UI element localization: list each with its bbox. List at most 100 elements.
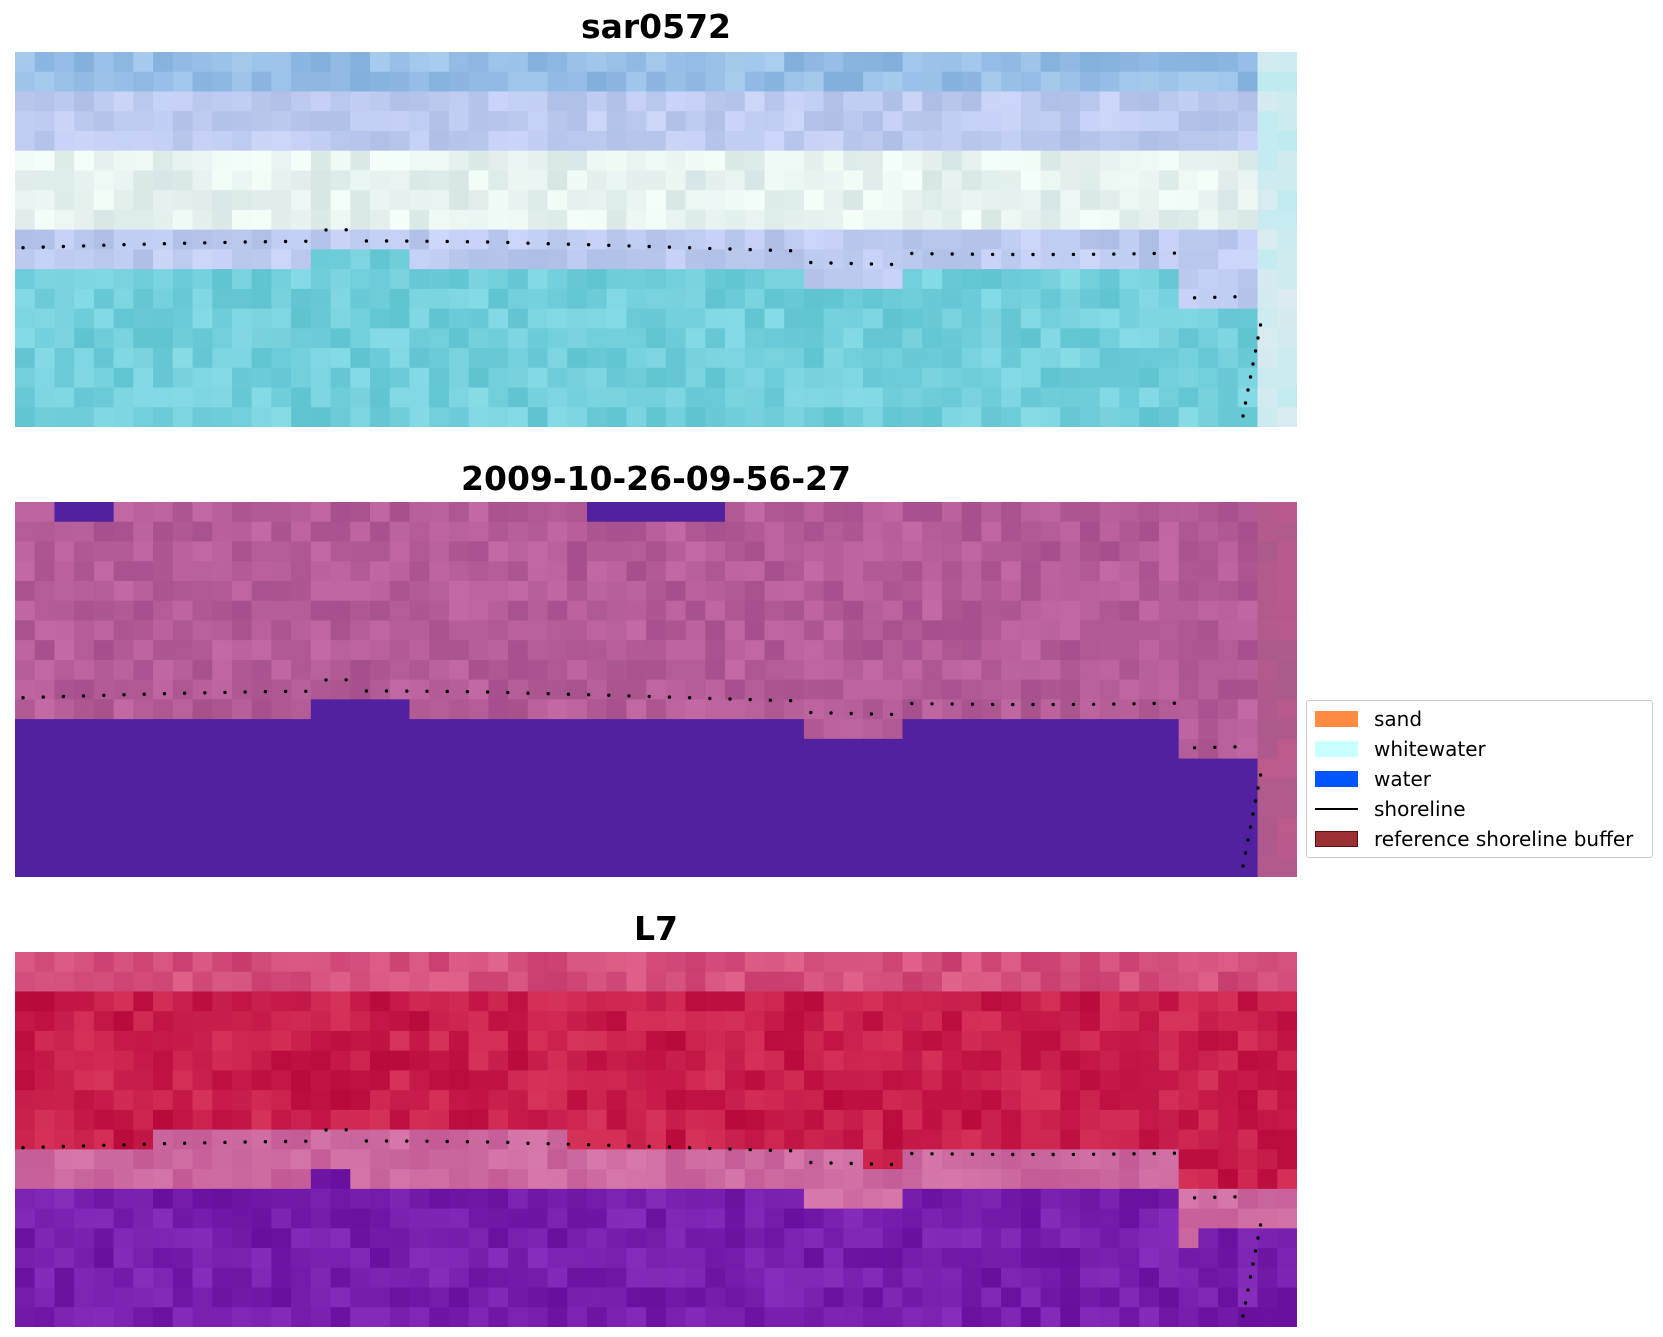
raster-pixel: [1178, 249, 1199, 270]
raster-pixel: [54, 249, 75, 270]
raster-pixel: [1001, 1267, 1022, 1289]
raster-pixel: [1001, 600, 1022, 622]
raster-pixel: [705, 600, 726, 622]
raster-pixel: [310, 288, 332, 310]
raster-pixel: [1257, 407, 1278, 427]
raster-pixel: [231, 288, 253, 310]
raster-pixel: [54, 699, 75, 720]
raster-pixel: [1257, 837, 1278, 858]
raster-pixel: [1198, 387, 1219, 408]
raster-pixel: [488, 758, 509, 779]
raster-pixel: [1158, 798, 1180, 819]
raster-pixel: [350, 367, 371, 389]
raster-pixel: [803, 1070, 825, 1091]
raster-pixel: [744, 209, 766, 231]
raster-pixel: [251, 1149, 272, 1170]
raster-pixel: [646, 719, 667, 740]
raster-pixel: [54, 502, 75, 523]
raster-pixel: [508, 758, 529, 779]
raster-pixel: [586, 971, 608, 993]
raster-pixel: [567, 778, 588, 799]
raster-pixel: [93, 521, 115, 543]
raster-pixel: [882, 1169, 904, 1190]
shoreline-point: [526, 1141, 530, 1145]
raster-pixel: [231, 952, 253, 973]
raster-pixel: [1020, 1090, 1042, 1111]
raster-pixel: [922, 991, 943, 1012]
raster-pixel: [626, 971, 647, 993]
raster-pixel: [1257, 367, 1278, 389]
raster-pixel: [488, 190, 509, 211]
raster-pixel: [1257, 1248, 1278, 1269]
raster-pixel: [34, 229, 56, 250]
raster-pixel: [54, 659, 75, 681]
shoreline-point: [889, 1162, 894, 1167]
raster-pixel: [547, 91, 568, 112]
raster-pixel: [1218, 1208, 1239, 1229]
raster-pixel: [172, 502, 194, 523]
raster-pixel: [606, 249, 628, 270]
shoreline-point: [1031, 252, 1035, 257]
raster-pixel: [863, 521, 884, 543]
raster-pixel: [725, 857, 746, 877]
raster-pixel: [468, 952, 489, 973]
raster-pixel: [725, 91, 746, 112]
raster-pixel: [54, 348, 75, 369]
raster-pixel: [1178, 817, 1199, 839]
raster-pixel: [1119, 952, 1140, 973]
raster-pixel: [330, 1030, 351, 1052]
raster-pixel: [429, 600, 450, 622]
raster-pixel: [705, 348, 726, 369]
shoreline-point: [445, 1139, 449, 1144]
raster-pixel: [1218, 719, 1239, 740]
raster-pixel: [606, 209, 628, 231]
raster-pixel: [685, 600, 706, 622]
raster-pixel: [93, 580, 115, 602]
raster-pixel: [1099, 837, 1121, 858]
raster-pixel: [231, 1129, 253, 1150]
raster-pixel: [172, 1129, 194, 1150]
raster-pixel: [567, 1129, 588, 1150]
raster-pixel: [922, 1011, 943, 1032]
raster-pixel: [15, 269, 36, 290]
raster-pixel: [843, 699, 864, 720]
raster-pixel: [665, 1267, 687, 1289]
raster-pixel: [606, 308, 628, 329]
raster-pixel: [1139, 952, 1160, 973]
raster-pixel: [1257, 561, 1278, 582]
raster-pixel: [941, 111, 963, 132]
raster-pixel: [508, 502, 529, 523]
raster-pixel: [468, 738, 489, 760]
raster-pixel: [941, 71, 963, 93]
raster-pixel: [468, 387, 489, 408]
raster-pixel: [705, 52, 726, 73]
raster-pixel: [1060, 541, 1081, 562]
raster-pixel: [1237, 1228, 1259, 1249]
raster-pixel: [527, 150, 549, 172]
raster-pixel: [1237, 130, 1259, 152]
raster-pixel: [271, 1169, 292, 1190]
raster-pixel: [626, 130, 647, 152]
raster-pixel: [626, 1050, 647, 1072]
raster-pixel: [153, 1050, 174, 1072]
raster-pixel: [291, 269, 312, 290]
raster-pixel: [823, 348, 844, 369]
raster-pixel: [665, 561, 687, 582]
shoreline-point: [566, 242, 571, 246]
raster-pixel: [1040, 857, 1061, 877]
raster-pixel: [468, 1267, 489, 1289]
raster-pixel: [1001, 367, 1022, 389]
raster-pixel: [725, 837, 746, 858]
raster-pixel: [922, 71, 943, 93]
raster-pixel: [429, 778, 450, 799]
raster-pixel: [34, 580, 56, 602]
raster-pixel: [685, 1188, 706, 1210]
raster-pixel: [705, 580, 726, 602]
raster-pixel: [981, 971, 1002, 993]
raster-pixel: [93, 561, 115, 582]
raster-pixel: [172, 190, 194, 211]
raster-pixel: [705, 837, 726, 858]
raster-pixel: [1080, 229, 1101, 250]
shoreline-point: [1091, 252, 1096, 256]
raster-pixel: [725, 130, 746, 152]
